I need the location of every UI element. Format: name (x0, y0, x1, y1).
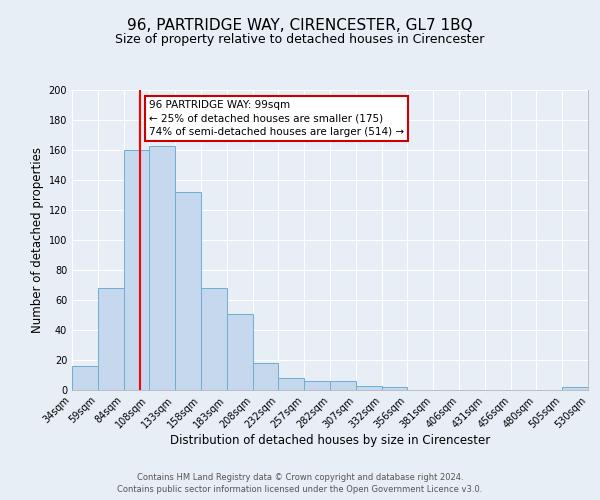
Bar (253, 363, 278, 390)
Bar (562, 387, 588, 390)
Bar (72, 366, 98, 390)
Bar (278, 378, 304, 390)
Y-axis label: Number of detached properties: Number of detached properties (31, 147, 44, 333)
Text: 96, PARTRIDGE WAY, CIRENCESTER, GL7 1BQ: 96, PARTRIDGE WAY, CIRENCESTER, GL7 1BQ (127, 18, 473, 32)
Text: 96 PARTRIDGE WAY: 99sqm
← 25% of detached houses are smaller (175)
74% of semi-d: 96 PARTRIDGE WAY: 99sqm ← 25% of detache… (149, 100, 404, 137)
Bar (356, 386, 382, 390)
Bar (124, 150, 149, 390)
Bar (382, 387, 407, 390)
Bar (98, 288, 124, 390)
Bar (227, 314, 253, 390)
Bar (175, 192, 201, 390)
Text: Contains HM Land Registry data © Crown copyright and database right 2024.: Contains HM Land Registry data © Crown c… (137, 472, 463, 482)
Text: Contains public sector information licensed under the Open Government Licence v3: Contains public sector information licen… (118, 485, 482, 494)
X-axis label: Distribution of detached houses by size in Cirencester: Distribution of detached houses by size … (170, 434, 490, 447)
Bar (149, 146, 175, 390)
Bar (330, 381, 356, 390)
Text: Size of property relative to detached houses in Cirencester: Size of property relative to detached ho… (115, 32, 485, 46)
Bar (304, 381, 330, 390)
Bar (201, 288, 227, 390)
